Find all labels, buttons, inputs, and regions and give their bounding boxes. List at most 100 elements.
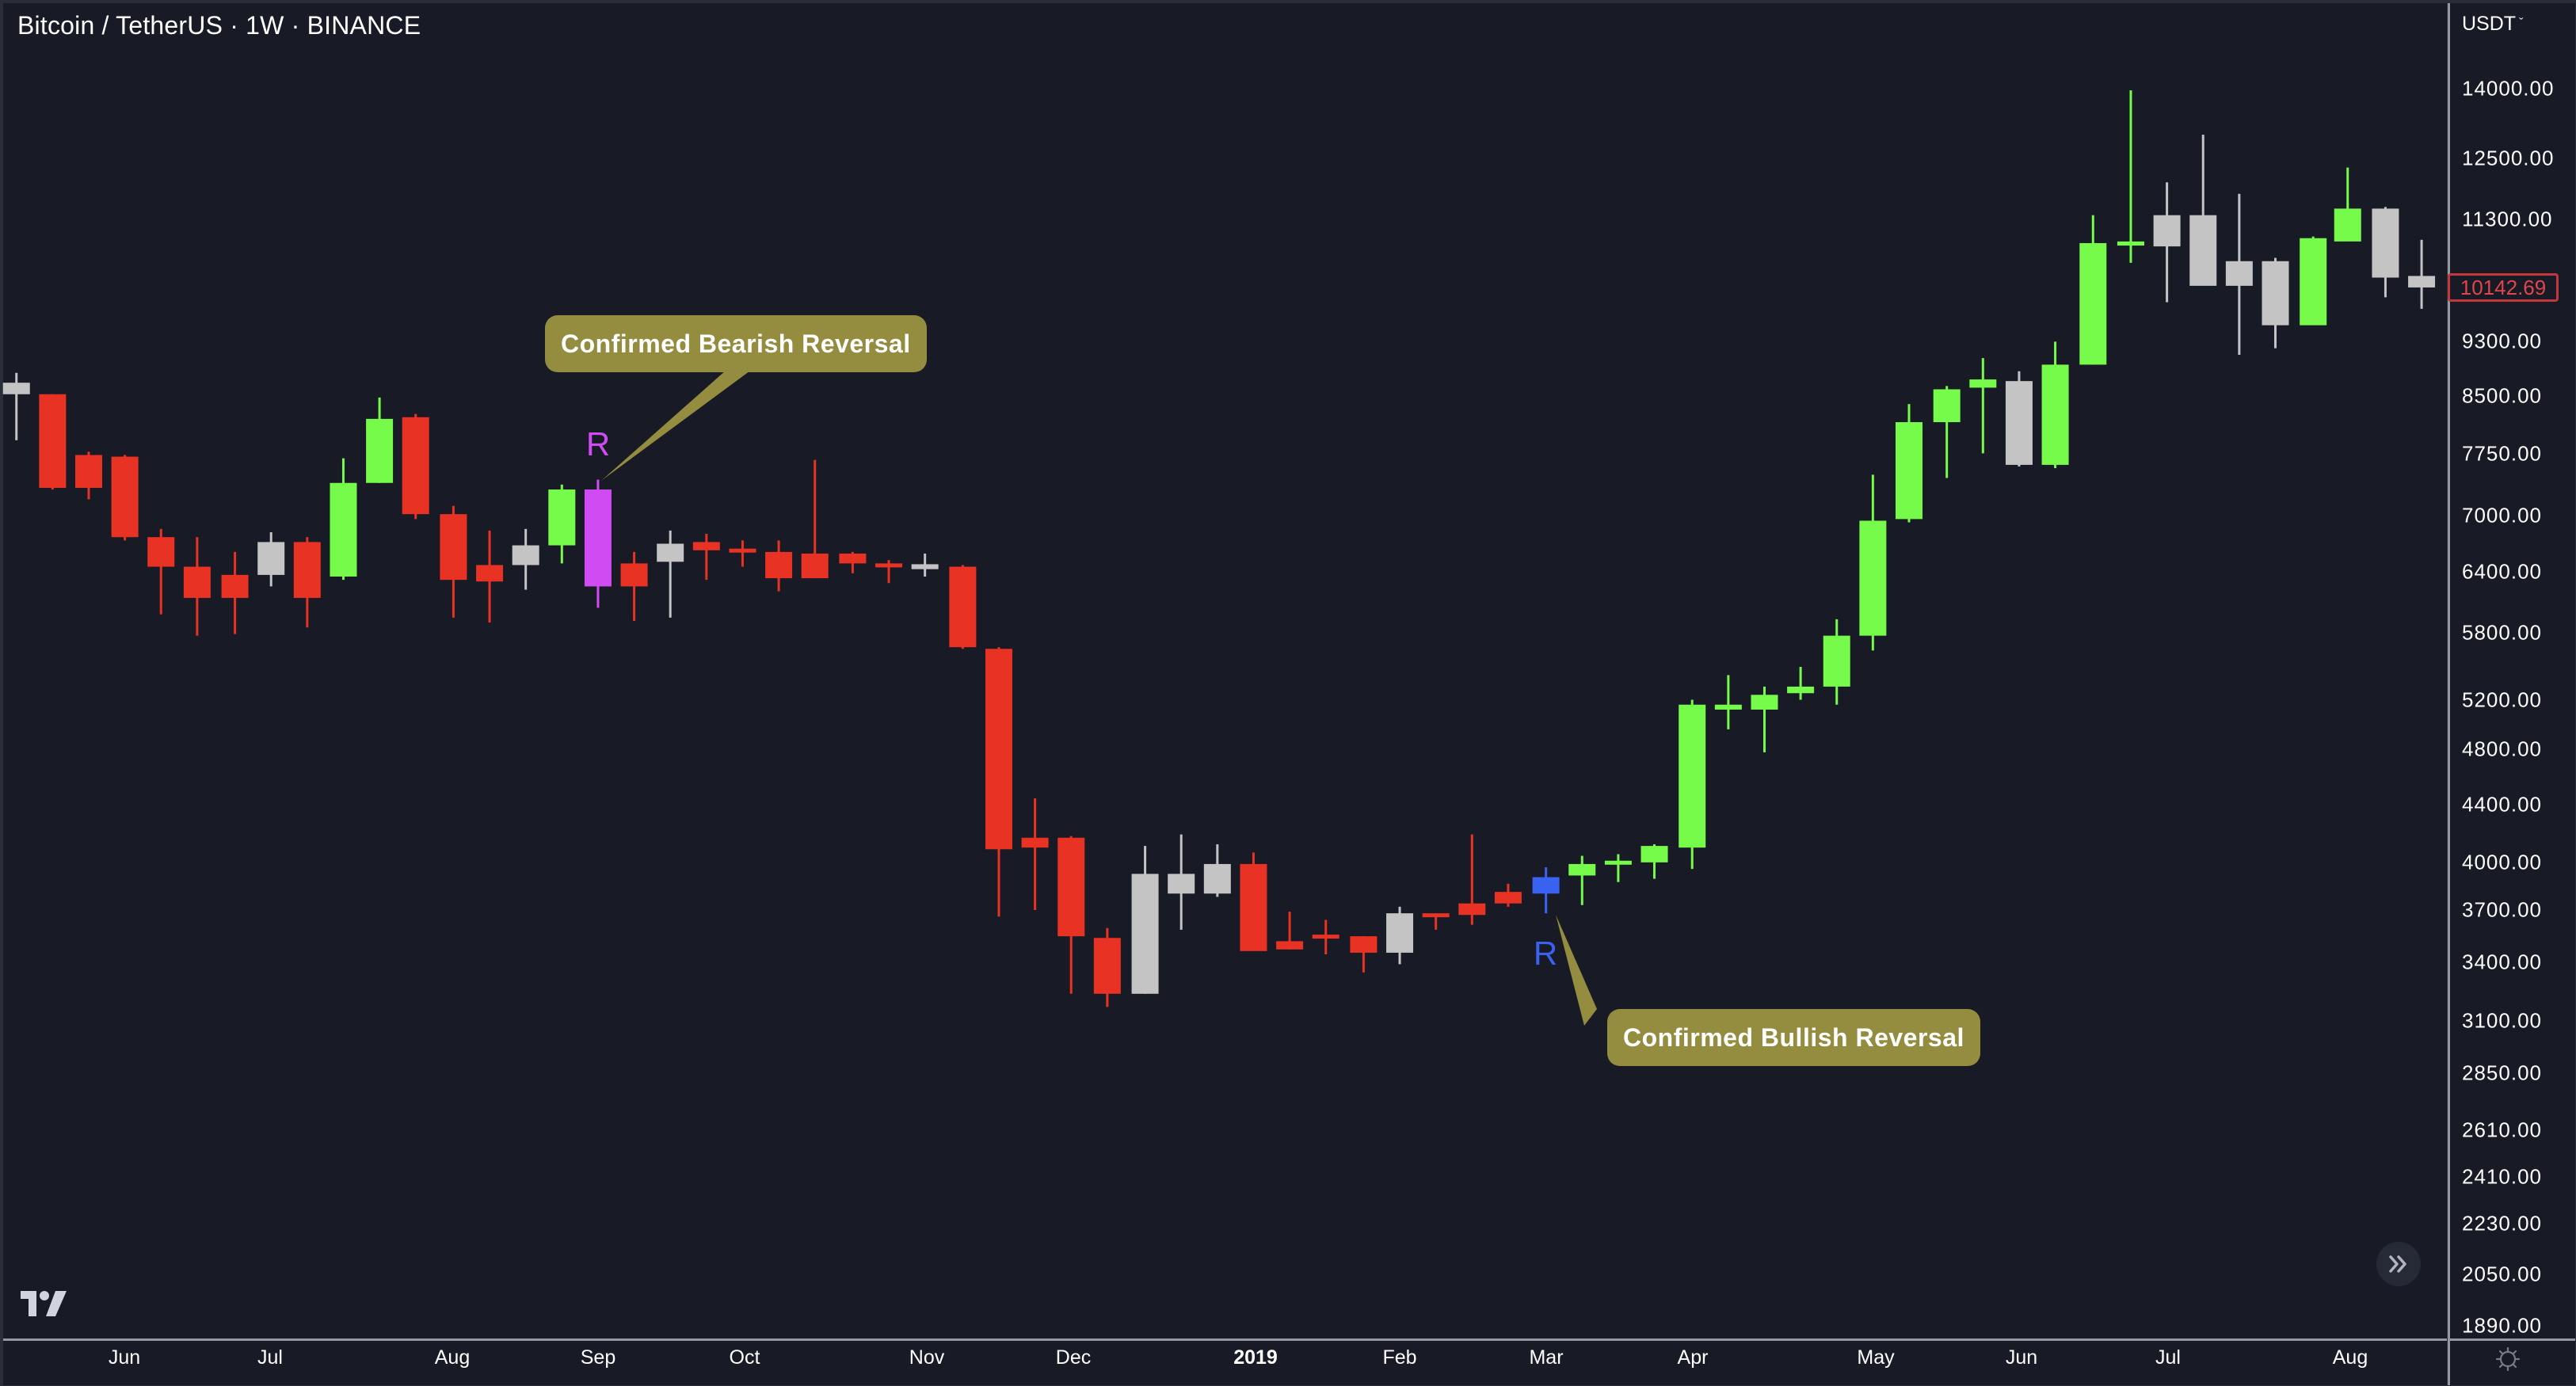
candle bbox=[1568, 855, 1596, 905]
price-tick: 6400.00 bbox=[2462, 559, 2542, 584]
bearish-reversal-label: Confirmed Bearish Reversal bbox=[561, 329, 911, 358]
candle bbox=[2041, 341, 2069, 469]
candle bbox=[1350, 936, 1378, 973]
candle bbox=[221, 551, 249, 634]
time-axis[interactable] bbox=[3, 1338, 2447, 1385]
price-tick: 3700.00 bbox=[2462, 897, 2542, 922]
price-tick: 2850.00 bbox=[2462, 1060, 2542, 1085]
time-label: Jul bbox=[257, 1346, 283, 1369]
bullish-reversal-marker: R bbox=[1533, 935, 1558, 972]
candle bbox=[512, 528, 539, 590]
candle bbox=[1751, 686, 1778, 752]
candle bbox=[657, 530, 684, 618]
currency-label: USDT bbox=[2462, 13, 2517, 35]
time-label: Feb bbox=[1382, 1346, 1417, 1369]
gear-icon bbox=[2495, 1346, 2521, 1372]
price-tick: 2050.00 bbox=[2462, 1262, 2542, 1286]
candle bbox=[1494, 883, 1522, 907]
candle bbox=[293, 537, 321, 628]
double-chevron-right-icon bbox=[2389, 1255, 2406, 1273]
time-label: May bbox=[1857, 1346, 1895, 1369]
candle bbox=[1168, 834, 1195, 930]
candle bbox=[2262, 257, 2289, 348]
candle bbox=[729, 540, 756, 567]
last-price-label: 10142.69 bbox=[2448, 273, 2559, 302]
price-tick: 11300.00 bbox=[2462, 207, 2553, 231]
symbol-title[interactable]: Bitcoin / TetherUS · 1W · BINANCE bbox=[17, 11, 421, 40]
candle bbox=[548, 484, 576, 564]
price-tick: 4000.00 bbox=[2462, 850, 2542, 874]
candle bbox=[39, 394, 67, 490]
currency-selector[interactable]: USDT ˇ bbox=[2462, 13, 2523, 36]
candle bbox=[2372, 207, 2399, 298]
candle bbox=[692, 534, 720, 581]
bearish-reversal-marker: R bbox=[585, 425, 611, 463]
candle bbox=[1895, 404, 1922, 523]
price-tick: 3100.00 bbox=[2462, 1008, 2542, 1033]
time-label: Dec bbox=[1055, 1346, 1092, 1369]
price-tick: 8500.00 bbox=[2462, 383, 2542, 408]
chart-pane[interactable] bbox=[3, 3, 2447, 1338]
candle bbox=[1787, 667, 1815, 700]
candle bbox=[584, 479, 612, 608]
price-tick: 4400.00 bbox=[2462, 792, 2542, 817]
candle bbox=[1679, 699, 1706, 870]
price-axis[interactable] bbox=[2448, 3, 2575, 1338]
candle bbox=[949, 565, 977, 649]
candle bbox=[257, 531, 285, 587]
price-tick: 14000.00 bbox=[2462, 76, 2555, 101]
bullish-reversal-label: Confirmed Bullish Reversal bbox=[1623, 1023, 1964, 1052]
candle bbox=[74, 451, 102, 500]
candle bbox=[2189, 135, 2217, 286]
candle bbox=[1021, 798, 1049, 910]
candle bbox=[1057, 836, 1085, 994]
candle bbox=[765, 540, 793, 592]
price-tick: 5200.00 bbox=[2462, 687, 2542, 712]
chevron-down-icon: ˇ bbox=[2519, 17, 2524, 30]
candle bbox=[1714, 675, 1742, 729]
price-tick: 7750.00 bbox=[2462, 441, 2542, 466]
candle bbox=[2408, 239, 2436, 309]
price-tick: 1890.00 bbox=[2462, 1313, 2542, 1338]
candle bbox=[2, 372, 30, 440]
candle bbox=[875, 560, 903, 584]
price-tick: 2610.00 bbox=[2462, 1118, 2542, 1142]
candle bbox=[366, 397, 394, 483]
scroll-to-latest-button[interactable] bbox=[2376, 1242, 2421, 1286]
candle bbox=[330, 458, 357, 581]
time-label: Apr bbox=[1677, 1346, 1709, 1369]
candle bbox=[2005, 371, 2033, 467]
axis-corner bbox=[2448, 1338, 2575, 1385]
candle bbox=[985, 647, 1012, 917]
candle bbox=[801, 459, 829, 579]
tradingview-logo[interactable] bbox=[21, 1291, 68, 1322]
time-label: Aug bbox=[434, 1346, 471, 1369]
candle bbox=[1640, 844, 1668, 879]
candle bbox=[402, 413, 429, 520]
candle bbox=[111, 455, 139, 541]
candle bbox=[1131, 846, 1159, 994]
candle bbox=[1823, 619, 1850, 705]
candle bbox=[183, 537, 211, 636]
time-label: Oct bbox=[729, 1346, 760, 1369]
bearish-reversal-callout[interactable]: Confirmed Bearish Reversal bbox=[545, 315, 927, 372]
chart-settings-button[interactable] bbox=[2495, 1346, 2521, 1376]
candle bbox=[1422, 913, 1450, 930]
candle bbox=[839, 551, 867, 573]
price-tick: 4800.00 bbox=[2462, 737, 2542, 761]
candle bbox=[2334, 167, 2361, 242]
candle bbox=[911, 553, 939, 577]
time-label: Sep bbox=[580, 1346, 616, 1369]
candle bbox=[1969, 358, 1997, 454]
candle bbox=[1276, 912, 1304, 950]
candle bbox=[147, 528, 175, 615]
price-tick: 2410.00 bbox=[2462, 1164, 2542, 1189]
bullish-reversal-callout[interactable]: Confirmed Bullish Reversal bbox=[1607, 1009, 1980, 1066]
price-tick: 3400.00 bbox=[2462, 950, 2542, 974]
time-label: Jul bbox=[2155, 1346, 2181, 1369]
time-label: Jun bbox=[2005, 1346, 2038, 1369]
time-label: Mar bbox=[1529, 1346, 1564, 1369]
time-label: Jun bbox=[108, 1346, 141, 1369]
candle bbox=[476, 530, 504, 623]
candle bbox=[1240, 852, 1267, 951]
